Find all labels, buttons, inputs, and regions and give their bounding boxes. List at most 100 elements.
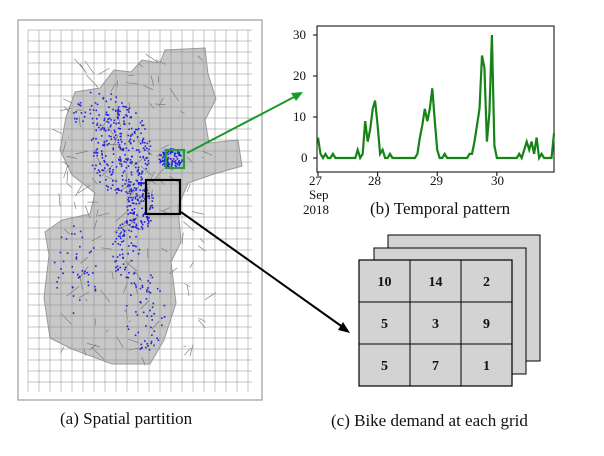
road-segment [110,82,117,92]
demand-point [131,226,133,228]
demand-point [66,252,69,254]
demand-point [137,331,140,334]
demand-point [146,215,149,218]
demand-point [131,161,133,163]
demand-point [133,207,136,210]
demand-point [75,121,77,123]
demand-point [101,157,104,159]
demand-point [146,147,148,150]
demand-point [95,265,97,267]
demand-point [60,268,62,270]
road-segment [145,53,159,63]
road-segment [105,329,109,333]
road-segment [66,183,73,188]
demand-point [122,235,124,237]
x-year-label: 2018 [303,202,329,217]
demand-point [97,169,100,172]
demand-point [98,170,101,173]
demand-point [98,114,100,116]
demand-point [167,156,170,159]
demand-point [128,205,131,207]
demand-point [105,184,108,187]
demand-point [175,165,178,168]
demand-point [126,205,129,208]
demand-point [113,119,116,122]
demand-point [94,167,96,170]
demand-point [120,274,122,276]
road-segment [198,317,206,323]
demand-point [133,213,135,215]
demand-point [105,129,107,132]
road-segment [128,320,131,322]
demand-point [121,175,124,177]
demand-point [146,164,148,166]
demand-point [118,159,121,162]
demand-point [111,173,113,176]
demand-point [105,100,108,103]
demand-point [119,132,122,135]
demand-point [106,189,109,191]
demand-point [176,158,179,160]
demand-point [143,182,146,184]
demand-point [143,190,146,192]
demand-point [81,270,84,272]
demand-point [180,160,183,163]
road-segment [58,193,61,207]
demand-point [73,225,75,227]
demand-point [123,235,126,237]
demand-point [112,171,114,174]
demand-point [164,158,166,161]
demand-point [135,245,137,248]
demand-point [126,109,128,111]
demand-point [79,245,81,248]
grid-cell-value: 5 [381,359,388,374]
demand-point [140,200,143,203]
demand-point [110,138,113,141]
demand-point [142,182,145,185]
demand-point [84,111,87,114]
demand-point [149,206,152,209]
black-highlight-box [144,178,182,216]
demand-point [163,316,166,318]
demand-point [127,245,130,247]
demand-point [143,212,146,214]
demand-point [123,230,126,233]
demand-point [160,317,163,320]
demand-point [124,105,126,108]
demand-point [129,161,132,164]
demand-point [112,243,114,245]
demand-point [107,114,110,116]
demand-point [144,189,146,191]
demand-point [141,346,143,349]
demand-point [166,163,169,165]
demand-point [119,127,122,130]
demand-point [138,183,140,186]
demand-point [128,122,131,125]
demand-point [143,141,146,144]
demand-point [141,223,144,226]
demand-point [141,221,143,224]
road-segment [60,312,72,325]
demand-point [148,152,151,155]
demand-point [129,138,132,140]
demand-point [130,127,133,130]
demand-point [145,167,148,170]
demand-point [136,170,139,173]
demand-point [115,180,118,183]
demand-point [163,163,165,165]
demand-point [130,190,133,193]
demand-point [65,238,68,240]
road-segment [83,348,86,356]
demand-point [151,200,154,202]
demand-point [152,197,154,199]
demand-point [112,108,114,111]
demand-point [140,176,143,178]
demand-point [129,204,132,207]
demand-point [137,174,140,176]
demand-point [140,179,143,181]
demand-point [121,185,124,187]
demand-point [94,152,96,154]
demand-point [87,281,89,283]
demand-point [125,114,127,116]
